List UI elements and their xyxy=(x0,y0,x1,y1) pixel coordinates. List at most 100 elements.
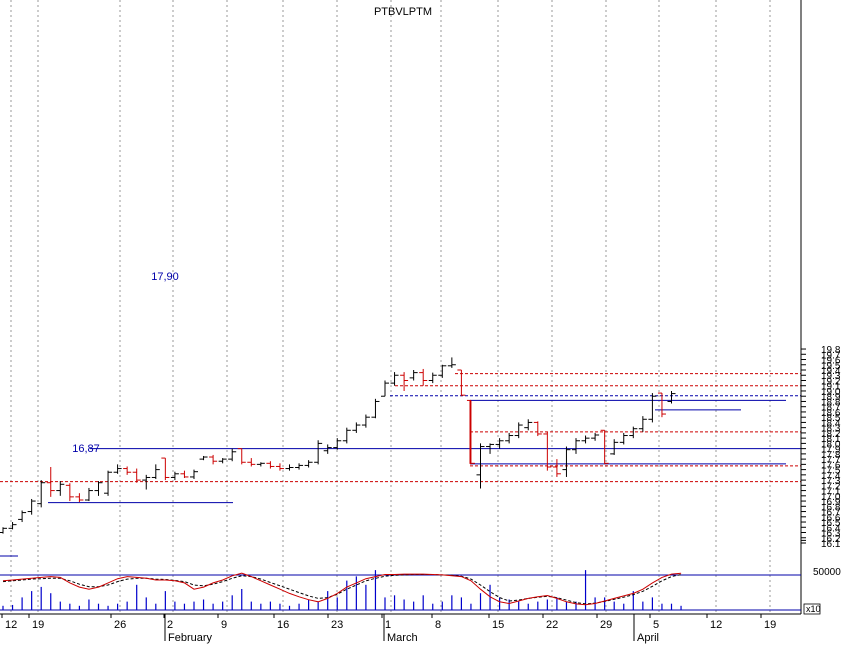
y-tick-label: 19.2 xyxy=(821,376,841,387)
ohlc-bar xyxy=(161,457,170,481)
ohlc-bar xyxy=(37,480,46,508)
ohlc-bar xyxy=(190,469,198,480)
x-tick-label: 9 xyxy=(221,619,227,631)
ohlc-bar xyxy=(495,438,504,449)
ohlc-bar xyxy=(657,392,666,418)
ohlc-bar xyxy=(132,468,141,483)
ohlc-bar xyxy=(65,483,74,502)
ohlc-bar xyxy=(505,432,514,444)
ohlc-bar xyxy=(562,446,571,477)
y-tick-label: 17.2 xyxy=(821,481,841,492)
y-tick-label: 16.8 xyxy=(821,502,841,513)
ohlc-bar xyxy=(648,393,657,423)
ohlc-bar xyxy=(361,414,370,428)
ohlc-bar xyxy=(381,380,389,397)
x-tick-label: 23 xyxy=(331,619,343,631)
y-tick-label: 17.1 xyxy=(821,487,841,498)
ohlc-bar xyxy=(591,432,600,441)
y-tick-label: 16.6 xyxy=(821,513,841,524)
x-tick-label: 15 xyxy=(492,619,504,631)
vertical-gridlines xyxy=(10,0,771,614)
ohlc-bar xyxy=(256,462,265,467)
ohlc-bar xyxy=(170,471,179,481)
month-label: April xyxy=(637,632,659,644)
y-tick-label: 18.1 xyxy=(821,434,841,445)
y-tick-label: 18.6 xyxy=(821,408,841,419)
ohlc-bar xyxy=(304,460,313,468)
y-tick-label: 16.1 xyxy=(821,539,841,550)
ohlc-bar xyxy=(218,458,227,464)
ohlc-bar xyxy=(75,493,84,503)
x-tick-label: 5 xyxy=(653,619,659,631)
ohlc-bar xyxy=(466,399,475,465)
ohlc-bar xyxy=(438,364,447,378)
volume-multiplier-label: x10 xyxy=(806,604,821,614)
x-tick-label: 22 xyxy=(546,619,558,631)
y-tick-label: 18.3 xyxy=(821,424,841,435)
ohlc-bar xyxy=(142,474,151,490)
chart-title: PTBVLPTM xyxy=(374,6,432,18)
ohlc-bar xyxy=(113,464,122,474)
y-tick-label: 18.0 xyxy=(821,439,841,450)
ohlc-bar xyxy=(295,463,304,470)
ohlc-bar xyxy=(0,527,7,534)
ohlc-bar xyxy=(486,443,495,454)
ohlc-bar xyxy=(638,416,647,432)
ohlc-bar xyxy=(285,464,294,471)
y-tick-label: 17.0 xyxy=(821,492,841,503)
y-tick-label: 17.4 xyxy=(821,471,841,482)
ohlc-bar xyxy=(27,498,36,515)
ohlc-bar xyxy=(476,443,485,489)
ohlc-bar xyxy=(18,510,27,523)
y-tick-label: 16.4 xyxy=(821,523,841,534)
x-tick-label: 1 xyxy=(385,619,391,631)
y-tick-label: 19.0 xyxy=(821,387,841,398)
x-tick-label: 12 xyxy=(5,619,17,631)
ohlc-bar xyxy=(390,372,399,386)
ohlc-bar xyxy=(400,372,409,391)
y-tick-label: 18.5 xyxy=(821,413,841,424)
y-tick-label: 16.7 xyxy=(821,508,841,519)
signal-line xyxy=(2,574,682,605)
ohlc-bar xyxy=(552,459,561,477)
x-tick-label: 8 xyxy=(435,619,441,631)
price-levels xyxy=(0,373,801,504)
ohlc-bar xyxy=(84,487,93,502)
ohlc-bar xyxy=(275,463,284,471)
y-tick-label: 18.4 xyxy=(821,418,841,429)
ohlc-bar xyxy=(409,370,418,381)
ohlc-bar xyxy=(447,357,456,368)
x-tick-label: 19 xyxy=(32,619,44,631)
y-tick-label: 17.9 xyxy=(821,445,841,456)
y-tick-label: 17.6 xyxy=(821,460,841,471)
ohlc-bar xyxy=(667,390,676,404)
y-tick-label: 19.5 xyxy=(821,361,841,372)
ohlc-bar xyxy=(514,422,523,439)
y-tick-label: 17.3 xyxy=(821,476,841,487)
ohlc-bar xyxy=(56,481,65,496)
y-tick-label: 17.8 xyxy=(821,450,841,461)
y-tick-label: 19.1 xyxy=(821,382,841,393)
x-tick-label: 29 xyxy=(600,619,612,631)
y-tick-label: 18.8 xyxy=(821,397,841,408)
ohlc-bar xyxy=(123,466,132,475)
month-label: February xyxy=(168,632,213,644)
ohlc-bar xyxy=(8,522,17,530)
oscillator-line xyxy=(2,572,682,606)
x-tick-label: 19 xyxy=(764,619,776,631)
ohlc-bar xyxy=(629,426,638,439)
y-tick-label: 18.9 xyxy=(821,392,841,403)
ohlc-bar xyxy=(151,464,160,480)
ohlc-bar xyxy=(314,440,323,465)
price-axis: 19.819.719.619.519.419.319.219.119.018.9… xyxy=(800,0,841,614)
ohlc-bar xyxy=(333,438,342,450)
y-tick-label: 16.2 xyxy=(821,534,841,545)
ohlc-bar xyxy=(428,372,437,384)
y-tick-label: 19.6 xyxy=(821,356,841,367)
ohlc-bar xyxy=(228,448,237,462)
ohlc-bar xyxy=(533,421,542,437)
level-label-high: 17,90 xyxy=(151,271,179,283)
ohlc-bar xyxy=(180,470,189,478)
